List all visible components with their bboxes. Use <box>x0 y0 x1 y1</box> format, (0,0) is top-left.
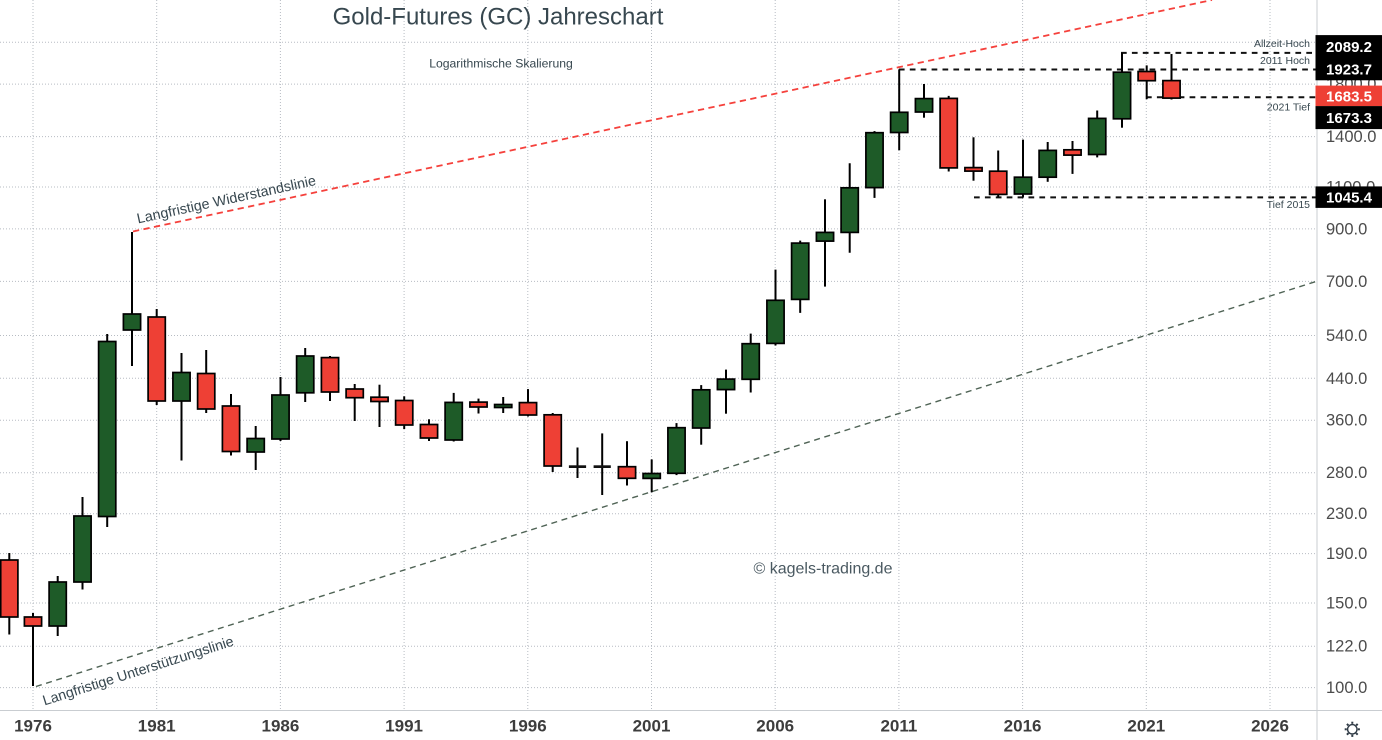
svg-text:Logarithmische Skalierung: Logarithmische Skalierung <box>429 57 573 71</box>
svg-text:540.0: 540.0 <box>1326 327 1367 345</box>
svg-text:1991: 1991 <box>385 717 423 736</box>
svg-text:280.0: 280.0 <box>1326 464 1367 482</box>
svg-text:2026: 2026 <box>1251 717 1289 736</box>
svg-text:190.0: 190.0 <box>1326 545 1367 563</box>
svg-text:1683.5: 1683.5 <box>1326 88 1372 105</box>
svg-text:700.0: 700.0 <box>1326 273 1367 291</box>
svg-text:1981: 1981 <box>138 717 176 736</box>
svg-text:1400.0: 1400.0 <box>1326 128 1376 146</box>
svg-text:900.0: 900.0 <box>1326 220 1367 238</box>
svg-text:1923.7: 1923.7 <box>1326 61 1372 78</box>
svg-text:440.0: 440.0 <box>1326 370 1367 388</box>
svg-text:Gold-Futures (GC) Jahreschart: Gold-Futures (GC) Jahreschart <box>333 4 664 31</box>
svg-text:2011: 2011 <box>880 717 917 736</box>
svg-text:230.0: 230.0 <box>1326 505 1367 523</box>
svg-text:1976: 1976 <box>14 717 52 736</box>
svg-text:122.0: 122.0 <box>1326 638 1367 656</box>
svg-text:1986: 1986 <box>261 717 299 736</box>
svg-text:2089.2: 2089.2 <box>1326 39 1372 56</box>
svg-text:Allzeit-Hoch: Allzeit-Hoch <box>1254 38 1310 50</box>
svg-text:2006: 2006 <box>756 717 794 736</box>
svg-text:360.0: 360.0 <box>1326 412 1367 430</box>
svg-text:2016: 2016 <box>1004 717 1042 736</box>
svg-text:1045.4: 1045.4 <box>1326 190 1373 207</box>
svg-text:2001: 2001 <box>633 717 671 736</box>
svg-text:2011 Hoch: 2011 Hoch <box>1260 55 1310 67</box>
svg-text:© kagels-trading.de: © kagels-trading.de <box>754 561 893 578</box>
svg-text:1996: 1996 <box>509 717 547 736</box>
svg-text:150.0: 150.0 <box>1326 595 1367 613</box>
svg-text:Tief 2015: Tief 2015 <box>1267 199 1311 211</box>
svg-text:2021 Tief: 2021 Tief <box>1267 101 1310 113</box>
svg-text:100.0: 100.0 <box>1326 679 1367 697</box>
svg-text:1673.3: 1673.3 <box>1326 110 1372 127</box>
svg-text:2021: 2021 <box>1127 717 1165 736</box>
